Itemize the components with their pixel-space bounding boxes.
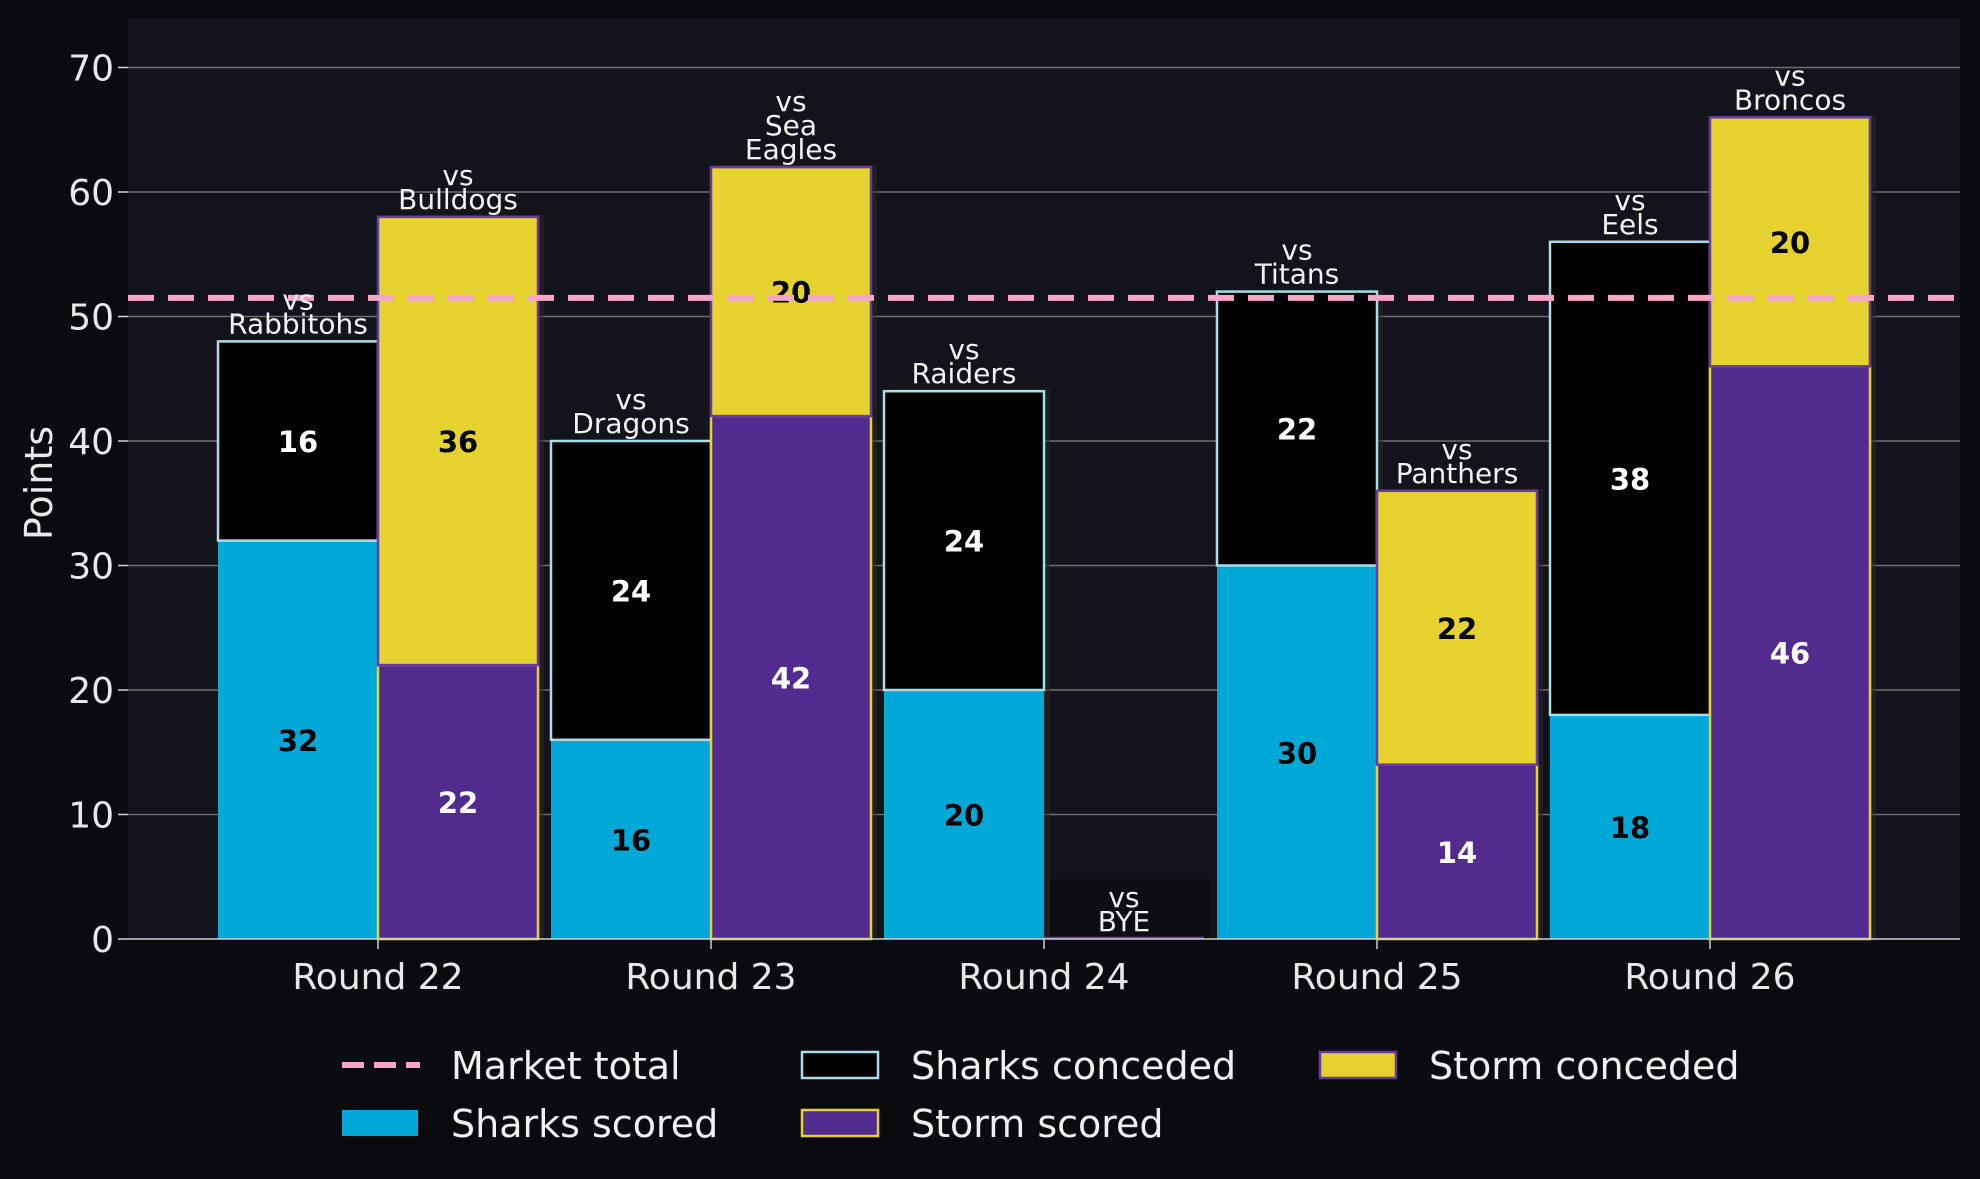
y-tick-label: 0	[91, 920, 114, 961]
storm-opponent-label: vs Bulldogs	[398, 159, 518, 216]
y-tick-label: 20	[68, 671, 114, 712]
storm-conceded-bar	[1375, 489, 1539, 766]
storm-opponent-label: vs Sea Eagles	[745, 85, 837, 166]
opponent-label-line: Eagles	[745, 133, 837, 166]
sharks-scored-bar	[551, 739, 711, 939]
sharks-conceded-value: 38	[1610, 462, 1650, 496]
sharks-conceded-bar	[216, 340, 380, 542]
x-tick-label: Round 26	[1624, 957, 1795, 998]
sharks-conceded-value: 22	[1277, 413, 1317, 447]
opponent-label-line: BYE	[1098, 905, 1150, 938]
storm-conceded-bar	[709, 165, 873, 418]
sharks-opponent-label: vs Titans	[1254, 234, 1340, 291]
opponent-label-line: Panthers	[1396, 457, 1519, 490]
sharks-conceded-value: 16	[278, 425, 318, 459]
sharks-opponent-label: vs Eels	[1601, 184, 1658, 241]
legend-label: Sharks scored	[451, 1102, 718, 1146]
storm-conceded-bar	[1708, 116, 1872, 368]
storm-scored-bar	[1375, 763, 1539, 941]
x-tick-label: Round 24	[958, 957, 1129, 998]
sharks-conceded-bar	[1215, 290, 1379, 567]
sharks-opponent-label: vs Dragons	[572, 383, 689, 440]
sharks-conceded-bar	[549, 439, 713, 742]
x-tick-label: Round 23	[625, 957, 796, 998]
sharks-scored-bar	[1550, 714, 1710, 939]
opponent-label-line: vs	[1441, 433, 1472, 466]
y-tick-label: 40	[68, 422, 114, 463]
opponent-label-line: vs	[775, 85, 806, 118]
opponent-label-line: vs	[1108, 881, 1139, 914]
storm-conceded-value: 20	[1770, 226, 1810, 260]
storm-scored-value: 46	[1770, 637, 1810, 671]
legend-label: Storm conceded	[1429, 1044, 1739, 1088]
sharks-scored-value: 18	[1610, 811, 1650, 845]
sharks-scored-value: 16	[611, 823, 651, 857]
opponent-label-line: vs	[1774, 59, 1805, 92]
opponent-label-line: vs	[282, 283, 313, 316]
bars: 32 16 22 36 16 24 42 20 20 24 30 22 14 22 18 38 46 20	[216, 115, 1876, 941]
y-axis-label: Points	[17, 426, 61, 540]
opponent-label-line: Sea	[765, 109, 817, 142]
legend-label: Sharks conceded	[911, 1044, 1236, 1088]
legend-swatch	[1318, 1050, 1398, 1080]
sharks-conceded-value: 24	[944, 525, 984, 559]
sharks-scored-value: 32	[278, 724, 318, 758]
sharks-conceded-bar	[882, 389, 1046, 692]
opponent-label-line: Rabbitohs	[228, 307, 368, 340]
x-tick-label: Round 25	[1291, 957, 1462, 998]
x-axis: Round 22 Round 23 Round 24 Round 25 Round 26	[292, 939, 1796, 998]
legend-swatch	[800, 1108, 880, 1138]
sharks-conceded-bar	[1548, 240, 1712, 717]
y-tick-label: 10	[68, 796, 114, 837]
x-tick-label: Round 22	[292, 957, 463, 998]
legend-label: Market total	[451, 1044, 681, 1088]
sharks-scored-bar	[884, 690, 1044, 939]
storm-conceded-value: 20	[771, 276, 811, 310]
storm-scored-value: 14	[1437, 836, 1477, 870]
sharks-scored-bar	[218, 540, 378, 939]
legend-swatch	[342, 1110, 418, 1136]
sharks-scored-value: 20	[944, 799, 984, 833]
storm-opponent-label: vs Broncos	[1734, 59, 1846, 116]
opponent-label-line: Broncos	[1734, 83, 1846, 116]
opponent-label-line: vs	[948, 333, 979, 366]
storm-scored-value: 42	[771, 662, 811, 696]
storm-conceded-bar	[376, 215, 540, 667]
sharks-conceded-value: 24	[611, 574, 651, 608]
storm-conceded-value: 36	[438, 425, 478, 459]
opponent-label-line: Bulldogs	[398, 183, 518, 216]
opponent-label-line: vs	[442, 159, 473, 192]
sharks-opponent-label: vs Raiders	[912, 333, 1017, 390]
opponent-label-line: vs	[1281, 234, 1312, 267]
storm-conceded-value: 22	[1437, 612, 1477, 646]
storm-opponent-label: vs Panthers	[1396, 433, 1519, 490]
bar-shadow	[1050, 879, 1210, 939]
y-tick-label: 60	[68, 173, 114, 214]
y-tick-label: 50	[68, 298, 114, 339]
sharks-scored-value: 30	[1277, 736, 1317, 770]
opponent-label-line: Titans	[1254, 258, 1340, 291]
legend-swatch	[800, 1050, 880, 1080]
opponent-label-line: Eels	[1601, 208, 1658, 241]
opponent-label-line: vs	[615, 383, 646, 416]
y-tick-label: 30	[68, 547, 114, 588]
opponent-label-line: Dragons	[572, 407, 689, 440]
storm-scored-value: 22	[438, 786, 478, 820]
opponent-label-line: vs	[1614, 184, 1645, 217]
legend-label: Storm scored	[911, 1102, 1164, 1146]
legend: Market total Sharks scored Sharks conceded…	[342, 1044, 1739, 1146]
y-tick-label: 70	[68, 49, 114, 90]
opponent-label-line: Raiders	[912, 357, 1017, 390]
sharks-scored-bar	[1217, 565, 1377, 939]
y-axis: 0 10 20 30 40 50 60 70	[68, 49, 1960, 961]
sharks-opponent-label: vs Rabbitohs	[228, 283, 368, 340]
storm-opponent-label: vs BYE	[1098, 881, 1150, 938]
